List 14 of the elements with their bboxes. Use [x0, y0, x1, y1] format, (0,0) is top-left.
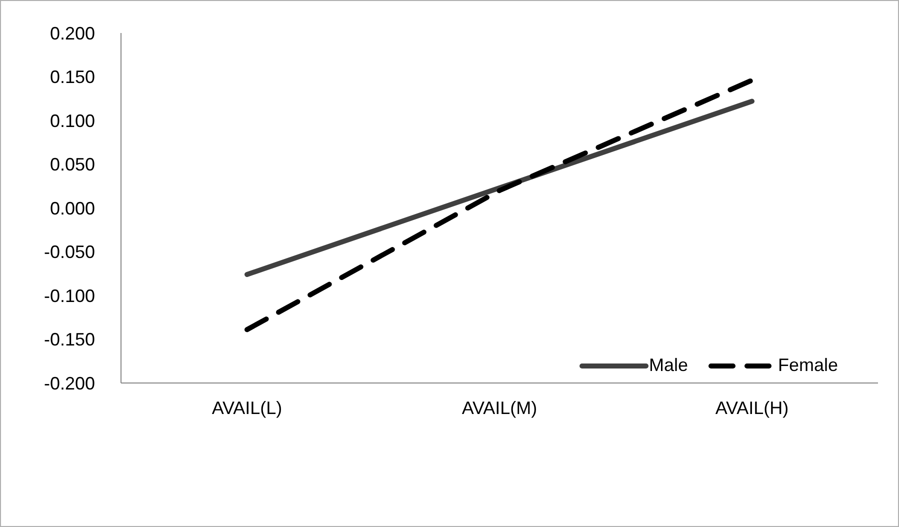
- y-tick-label: 0.100: [50, 110, 95, 131]
- x-tick-label: AVAIL(L): [212, 398, 282, 418]
- y-tick-label: -0.100: [44, 286, 95, 306]
- y-tick-label: 0.200: [50, 23, 95, 44]
- y-tick-label: -0.050: [44, 242, 95, 262]
- legend-label: Female: [778, 355, 838, 376]
- legend-label: Male: [648, 355, 688, 376]
- y-tick-label: -0.200: [44, 373, 95, 394]
- x-tick-label: AVAIL(H): [715, 398, 789, 418]
- y-tick-label: -0.150: [44, 330, 95, 350]
- y-tick-label: 0.150: [50, 67, 95, 88]
- x-tick-label: AVAIL(M): [462, 398, 538, 418]
- y-tick-label: 0.050: [50, 154, 95, 175]
- y-tick-label: 0.000: [50, 198, 95, 218]
